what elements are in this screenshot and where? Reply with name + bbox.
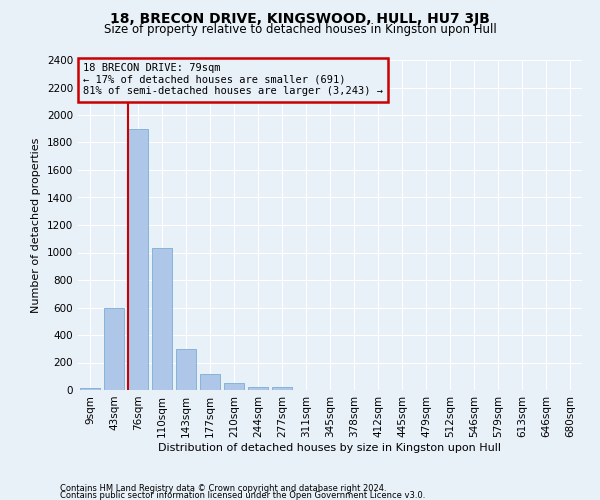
Text: 18, BRECON DRIVE, KINGSWOOD, HULL, HU7 3JB: 18, BRECON DRIVE, KINGSWOOD, HULL, HU7 3… <box>110 12 490 26</box>
Bar <box>80 388 100 390</box>
X-axis label: Distribution of detached houses by size in Kingston upon Hull: Distribution of detached houses by size … <box>158 442 502 452</box>
Bar <box>104 308 124 390</box>
Bar <box>128 128 148 390</box>
Text: Contains HM Land Registry data © Crown copyright and database right 2024.: Contains HM Land Registry data © Crown c… <box>60 484 386 493</box>
Y-axis label: Number of detached properties: Number of detached properties <box>31 138 41 312</box>
Bar <box>272 387 292 390</box>
Text: 18 BRECON DRIVE: 79sqm
← 17% of detached houses are smaller (691)
81% of semi-de: 18 BRECON DRIVE: 79sqm ← 17% of detached… <box>83 64 383 96</box>
Bar <box>200 374 220 390</box>
Bar <box>248 386 268 390</box>
Bar <box>152 248 172 390</box>
Bar <box>176 350 196 390</box>
Text: Size of property relative to detached houses in Kingston upon Hull: Size of property relative to detached ho… <box>104 22 496 36</box>
Bar <box>224 384 244 390</box>
Text: Contains public sector information licensed under the Open Government Licence v3: Contains public sector information licen… <box>60 490 425 500</box>
